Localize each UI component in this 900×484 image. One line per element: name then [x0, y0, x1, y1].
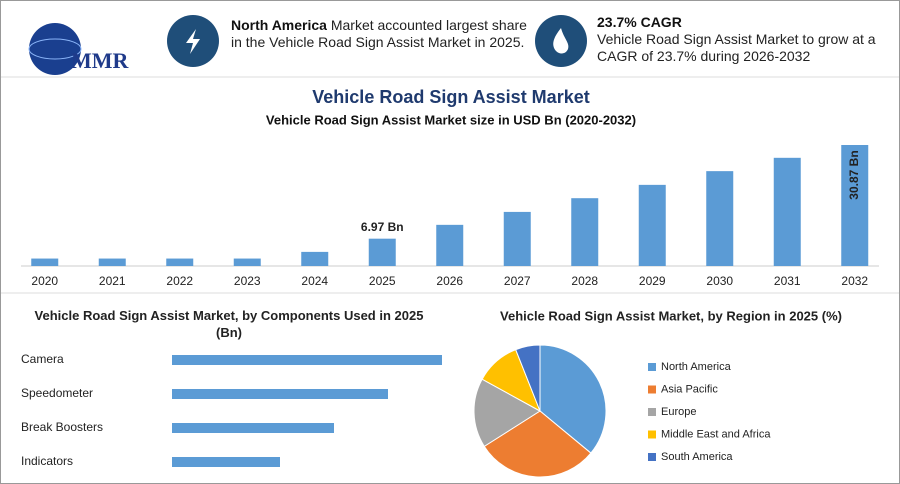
highlight-text: Market accounted largest share in the Ve…: [231, 17, 527, 50]
bar: [706, 171, 734, 266]
bar: [172, 457, 280, 467]
highlight-text: Vehicle Road Sign Assist Market to grow …: [597, 31, 876, 64]
category-label: Break Boosters: [21, 420, 103, 434]
pie-slice: [483, 410, 592, 478]
x-tick-label: 2032: [841, 274, 868, 288]
chart-subtitle: Vehicle Road Sign Assist Market size in …: [266, 112, 636, 127]
legend-label: South America: [661, 451, 733, 463]
bar: [503, 211, 531, 266]
x-tick-label: 2021: [99, 274, 126, 288]
bar: [233, 258, 261, 266]
x-tick-label: 2024: [301, 274, 328, 288]
x-tick-label: 2020: [31, 274, 58, 288]
highlight-title: North America: [231, 17, 327, 33]
bar: [172, 355, 442, 365]
x-tick-label: 2026: [436, 274, 463, 288]
bar: [773, 157, 801, 266]
x-tick-label: 2029: [639, 274, 666, 288]
legend-swatch: [648, 408, 656, 416]
x-tick-label: 2030: [706, 274, 733, 288]
bar: [571, 198, 599, 266]
bar: [368, 238, 396, 266]
data-label: 6.97 Bn: [361, 220, 404, 234]
category-label: Speedometer: [21, 386, 93, 400]
legend-swatch: [648, 453, 656, 461]
legend-label: Europe: [661, 406, 696, 418]
logo-orbit: [28, 38, 82, 60]
highlight-title: 23.7% CAGR: [597, 14, 682, 30]
chart-title: Vehicle Road Sign Assist Market: [312, 87, 589, 107]
legend-label: North America: [661, 361, 732, 373]
x-tick-label: 2023: [234, 274, 261, 288]
pie-slice: [473, 378, 541, 448]
pie-slice: [515, 344, 541, 412]
bar: [166, 258, 194, 266]
bar: [301, 251, 329, 266]
x-tick-label: 2022: [166, 274, 193, 288]
chart-title: Vehicle Road Sign Assist Market, by Comp…: [35, 308, 424, 340]
bar: [98, 258, 126, 266]
highlight: 23.7% CAGR Vehicle Road Sign Assist Marke…: [597, 14, 887, 65]
legend-label: Middle East and Africa: [661, 428, 771, 440]
bar: [436, 224, 464, 266]
pie-slice: [539, 344, 607, 454]
icon-flame: [553, 28, 569, 54]
bar: [638, 184, 666, 266]
bar: [172, 389, 388, 399]
legend-swatch: [648, 363, 656, 371]
category-label: Indicators: [21, 454, 73, 468]
bar: [172, 423, 334, 433]
bar: [31, 258, 59, 266]
data-label: 30.87 Bn: [847, 150, 861, 199]
logo-globe: [29, 23, 81, 75]
x-tick-label: 2028: [571, 274, 598, 288]
category-label: Camera: [21, 352, 64, 366]
x-tick-label: 2025: [369, 274, 396, 288]
legend-swatch: [648, 430, 656, 439]
bar: [841, 145, 869, 266]
legend-label: Asia Pacific: [661, 383, 718, 395]
chart-title: Vehicle Road Sign Assist Market, by Regi…: [500, 308, 842, 323]
logo-text: MMR: [71, 48, 130, 73]
legend-swatch: [648, 385, 656, 394]
icon-bolt: [186, 29, 200, 54]
highlight: North America Market accounted largest s…: [231, 17, 531, 51]
x-tick-label: 2027: [504, 274, 531, 288]
x-tick-label: 2031: [774, 274, 801, 288]
